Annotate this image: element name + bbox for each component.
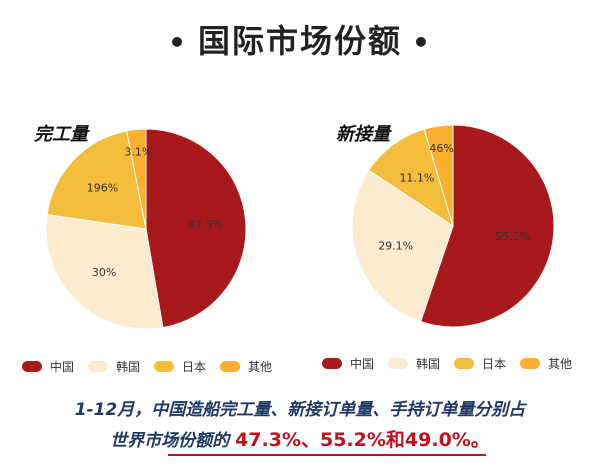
legend-swatch [388, 358, 409, 369]
legend-2: 中国 韩国 日本 其他 [322, 355, 586, 372]
legend-swatch [520, 358, 541, 369]
pie-slice-韩国 [351, 169, 454, 323]
legend-item-日本: 日本 [454, 355, 506, 372]
legend-label: 韩国 [416, 357, 441, 371]
legend-item-韩国: 韩国 [88, 358, 140, 375]
slice-label-其他: 46% [429, 142, 453, 155]
slice-label-日本: 11.1% [399, 171, 434, 184]
caption-line-1: 1-12月，中国造船完工量、新接订单量、手持订单量分别占 [74, 400, 526, 420]
legend-1: 中国 韩国 日本 其他 [22, 358, 286, 375]
pie-slice-中国 [145, 128, 247, 329]
legend-label: 其他 [248, 360, 273, 374]
pie-slice-日本 [46, 130, 147, 230]
slice-label-韩国: 30% [92, 266, 116, 279]
legend-swatch [88, 361, 109, 372]
slice-label-日本: 196% [87, 182, 118, 195]
legend-item-中国: 中国 [322, 355, 374, 372]
pie-slice-日本 [368, 128, 454, 228]
legend-label: 日本 [182, 360, 207, 374]
caption-line-2: 世界市场份额的 47.3%、55.2%和49.0%。 [0, 425, 600, 456]
slice-label-中国: 55.2% [495, 230, 530, 243]
pie-slice-其他 [126, 128, 147, 230]
legend-item-韩国: 韩国 [388, 355, 440, 372]
pie-chart-new-orders: 55.2% 29.1% 11.1% 46% [351, 124, 555, 328]
legend-item-中国: 中国 [22, 358, 74, 375]
caption: 1-12月，中国造船完工量、新接订单量、手持订单量分别占 世界市场份额的 47.… [0, 395, 600, 456]
slice-label-其他: 3.1% [124, 145, 152, 158]
pie-slice-韩国 [45, 214, 164, 330]
legend-swatch [220, 361, 241, 372]
title-dot-left: • [168, 26, 188, 59]
legend-item-日本: 日本 [154, 358, 206, 375]
chart-2-title: 新接量 [336, 124, 390, 145]
title-dot-right: • [412, 26, 432, 59]
slice-label-中国: 47.3% [188, 218, 223, 231]
legend-label: 中国 [50, 360, 75, 374]
legend-label: 中国 [350, 357, 375, 371]
chart-1-title: 完工量 [34, 124, 88, 145]
legend-item-其他: 其他 [220, 358, 272, 375]
pie-slice-其他 [423, 124, 454, 227]
legend-label: 韩国 [116, 360, 141, 374]
legend-label: 日本 [482, 357, 507, 371]
legend-swatch [454, 358, 475, 369]
slice-label-韩国: 29.1% [378, 240, 413, 253]
legend-swatch [154, 361, 175, 372]
caption-line-2-prefix: 世界市场份额的 [110, 431, 230, 451]
legend-swatch [22, 361, 42, 372]
page-title: • 国际市场份额 • [0, 16, 600, 62]
pie-chart-completed: 47.3% 30% 196% 3.1% [45, 128, 247, 330]
caption-highlight: 47.3%、55.2%和49.0%。 [235, 429, 490, 451]
legend-swatch [322, 358, 342, 369]
pie-slice-中国 [419, 124, 555, 328]
caption-underline [168, 454, 486, 456]
legend-item-其他: 其他 [520, 355, 572, 372]
title-text: 国际市场份额 [197, 22, 402, 60]
legend-label: 其他 [548, 357, 573, 371]
